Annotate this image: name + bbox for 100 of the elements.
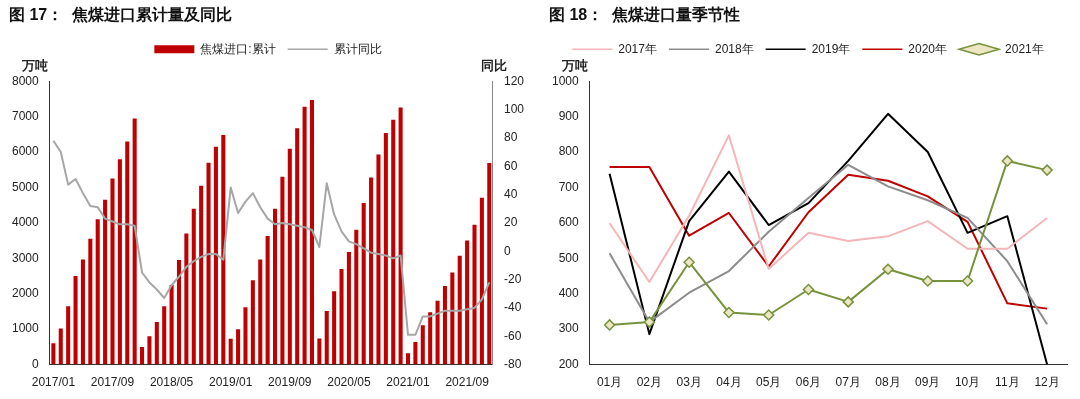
bar <box>88 238 93 365</box>
bar <box>176 260 182 365</box>
bar <box>213 146 218 365</box>
bar <box>236 329 241 365</box>
bar <box>191 208 196 365</box>
bar <box>361 203 366 365</box>
y2-tick-label: -40 <box>503 300 522 315</box>
bar <box>450 272 455 365</box>
bar <box>487 163 492 365</box>
y-tick-label: 1000 <box>551 73 580 88</box>
bar <box>51 343 56 365</box>
y2-tick-label: -20 <box>503 271 522 286</box>
bar <box>132 118 137 365</box>
bar <box>413 341 418 365</box>
bar <box>80 259 85 365</box>
y-tick-label: 2000 <box>11 286 40 301</box>
x-tick-label: 2020/05 <box>327 375 371 390</box>
bar <box>265 236 270 365</box>
point <box>882 263 894 276</box>
bar <box>125 141 130 365</box>
bar <box>103 199 108 365</box>
y2-tick-label: 120 <box>503 73 525 88</box>
y2-tick-label: 80 <box>503 130 518 145</box>
bar <box>169 284 174 365</box>
y-tick-label: 1000 <box>11 321 40 336</box>
point <box>683 256 695 268</box>
point <box>643 316 656 328</box>
bar <box>287 148 292 365</box>
y-tick-label: 600 <box>558 215 580 230</box>
legend-label: 焦煤进口:累计 <box>200 41 276 56</box>
y-tick-label: 4000 <box>11 215 40 230</box>
point <box>842 296 854 308</box>
legend-label: 2019年 <box>811 41 851 56</box>
bar <box>280 176 285 365</box>
y-tick-label: 500 <box>558 250 580 265</box>
legend-label: 累计同比 <box>333 41 382 56</box>
bar <box>317 338 322 365</box>
chart-title: 图 18： 焦煤进口量季节性 <box>549 6 741 25</box>
legend-label: 2017年 <box>618 41 657 56</box>
y-tick-label: 8000 <box>11 73 40 88</box>
bar <box>206 162 211 365</box>
bar <box>465 240 470 365</box>
y-axis-title: 万吨 <box>20 58 48 74</box>
y2-axis-title: 同比 <box>480 58 507 74</box>
bar <box>479 197 484 365</box>
bar <box>95 219 100 365</box>
x-tick-label: 05月 <box>756 375 782 390</box>
point <box>802 283 815 296</box>
bar <box>339 268 344 365</box>
point <box>961 275 974 287</box>
bar <box>184 233 189 365</box>
y2-tick-label: 40 <box>503 186 518 201</box>
bar <box>376 154 381 365</box>
bar <box>295 128 300 365</box>
bar <box>58 328 63 365</box>
point <box>922 275 934 287</box>
bar <box>354 229 359 365</box>
y-tick-label: 3000 <box>11 250 40 265</box>
bar <box>383 132 388 365</box>
bar <box>302 106 307 365</box>
bar <box>405 353 411 365</box>
x-tick-label: 2017/09 <box>90 375 135 390</box>
bar <box>442 285 447 365</box>
bar <box>154 322 159 365</box>
y-tick-label: 700 <box>558 179 580 194</box>
bar <box>457 255 462 365</box>
y-tick-label: 6000 <box>11 144 40 159</box>
y-tick-label: 7000 <box>11 108 40 123</box>
x-tick-label: 08月 <box>875 375 901 390</box>
x-tick-label: 03月 <box>676 375 702 390</box>
bar <box>228 338 233 365</box>
y-tick-label: 0 <box>32 356 40 371</box>
y-tick-label: 400 <box>558 286 580 301</box>
x-tick-label: 2017/01 <box>31 375 76 390</box>
bar <box>162 306 167 365</box>
bar <box>66 306 71 365</box>
bar <box>250 280 255 365</box>
bar <box>199 185 204 365</box>
bar <box>221 135 226 365</box>
bar <box>391 119 396 365</box>
bar <box>147 336 152 365</box>
y-tick-label: 200 <box>558 356 580 371</box>
x-tick-label: 10月 <box>954 375 981 390</box>
x-tick-label: 2019/09 <box>268 375 312 390</box>
bar <box>332 291 337 365</box>
point <box>1001 155 1014 167</box>
y2-tick-label: -80 <box>503 356 522 371</box>
legend-label: 2021年 <box>1005 41 1044 56</box>
x-tick-label: 04月 <box>716 375 742 390</box>
point <box>603 319 616 331</box>
bar <box>110 178 115 365</box>
bar <box>324 311 329 365</box>
y-tick-label: 900 <box>558 108 580 123</box>
x-tick-label: 02月 <box>636 375 663 390</box>
x-tick-label: 07月 <box>835 375 861 390</box>
y2-tick-label: -60 <box>503 328 522 343</box>
bar <box>73 276 78 365</box>
bar <box>273 208 278 365</box>
bar <box>435 300 440 365</box>
bar <box>140 346 145 365</box>
